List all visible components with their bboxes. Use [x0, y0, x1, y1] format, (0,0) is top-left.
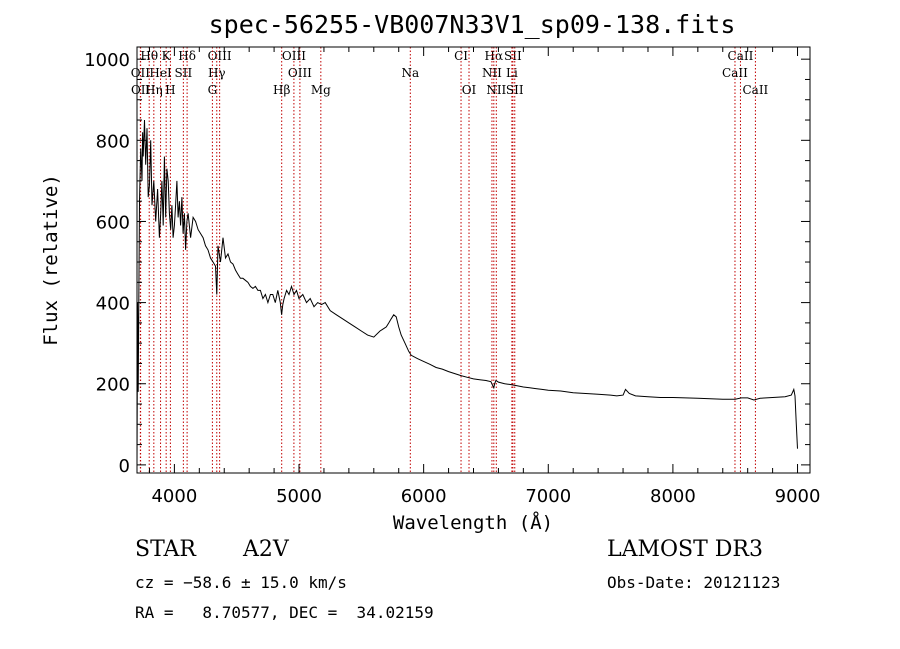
chart-title: spec-56255-VB007N33V1_sp09-138.fits: [209, 10, 736, 39]
spectral-line-label: G: [208, 83, 218, 97]
spectral-line-label: SII: [504, 49, 522, 63]
observation-date: Obs-Date: 20121123: [607, 573, 781, 592]
spectral-line-label: OI: [462, 83, 477, 97]
plot-frame: [136, 46, 811, 474]
spectral-line-label: OIII: [288, 66, 312, 80]
spectral-line-label: Mg: [311, 83, 331, 97]
spectral-line-label: Li: [506, 66, 518, 80]
object-subclass: A2V: [243, 537, 289, 562]
x-tick-label: 4000: [151, 486, 197, 507]
spectral-line-label: SII: [175, 66, 193, 80]
spectral-line-label: Hγ: [208, 66, 226, 80]
x-axis-ticks: 4000 5000 6000 7000 8000 9000: [148, 47, 821, 507]
spectral-line-label: NII: [482, 66, 502, 80]
y-tick-label: 1000: [84, 50, 130, 71]
y-tick-label: 600: [96, 212, 130, 233]
x-tick-label: 8000: [650, 486, 696, 507]
sky-coordinates: RA = 8.70577, DEC = 34.02159: [135, 603, 434, 622]
spectral-line-label: OIII: [208, 49, 232, 63]
y-axis-ticks: 0 200 400 600 800 1000: [84, 50, 810, 477]
spectral-line-label: NII: [486, 83, 506, 97]
spectral-line-label: CaII: [722, 66, 748, 80]
y-tick-label: 400: [96, 294, 130, 315]
y-tick-label: 800: [96, 131, 130, 152]
spectral-line-label: Hη: [145, 83, 163, 97]
spectral-line-label: OII: [131, 83, 151, 97]
y-tick-label: 0: [119, 456, 130, 477]
flux-series-line: [136, 119, 798, 465]
redshift-velocity: cz = −58.6 ± 15.0 km/s: [135, 573, 347, 592]
spectral-line-label: K: [162, 49, 172, 63]
spectral-line-label: CI: [454, 49, 468, 63]
object-class: STAR: [135, 537, 196, 562]
spectral-line-label: H: [165, 83, 175, 97]
spectral-line-label: SII: [506, 83, 524, 97]
x-tick-label: 6000: [401, 486, 447, 507]
y-axis-label: Flux (relative): [40, 174, 62, 346]
x-tick-label: 5000: [276, 486, 322, 507]
x-tick-label: 9000: [775, 486, 821, 507]
spectral-line-label: Na: [401, 66, 419, 80]
survey-name: LAMOST DR3: [607, 537, 763, 562]
x-axis-label: Wavelength (Å): [393, 511, 553, 534]
spectral-line-label: Hδ: [178, 49, 196, 63]
spectral-line-label: Hα: [485, 49, 504, 63]
spectral-line-label: Hβ: [273, 83, 290, 97]
spectral-line-label: HeI: [149, 66, 172, 80]
spectral-line-label: OIII: [282, 49, 306, 63]
spectral-line-label: CaII: [728, 49, 754, 63]
y-tick-label: 200: [96, 375, 130, 396]
spectral-line-label: CaII: [742, 83, 768, 97]
x-tick-label: 7000: [525, 486, 571, 507]
